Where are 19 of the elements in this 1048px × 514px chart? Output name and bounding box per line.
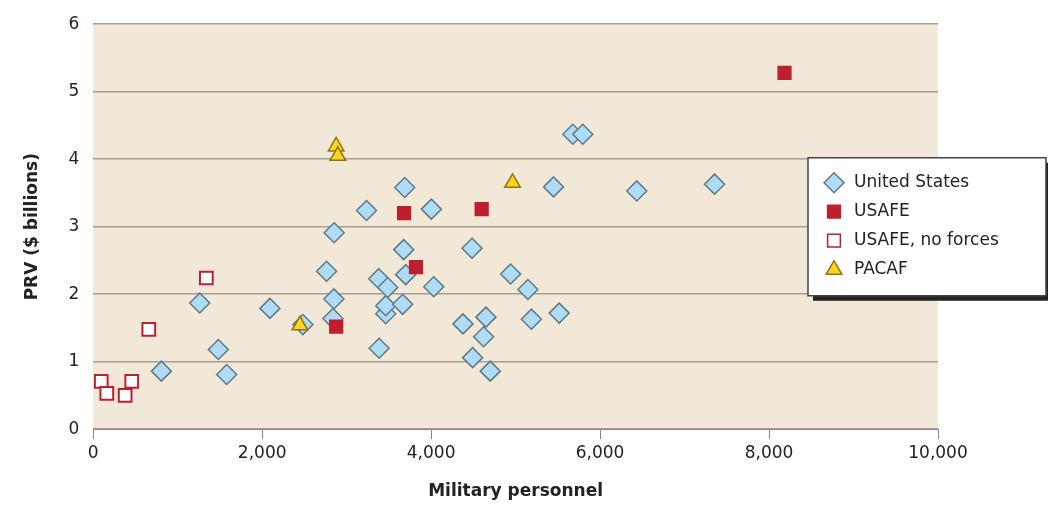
y-tick-label: 3 bbox=[68, 215, 80, 236]
legend-label: PACAF bbox=[854, 258, 908, 279]
x-tick-label: 2,000 bbox=[237, 441, 287, 462]
legend-label: USAFE bbox=[854, 200, 910, 221]
y-tick-label: 5 bbox=[68, 80, 80, 101]
x-tick-label: 0 bbox=[87, 441, 99, 462]
x-tick-label: 10,000 bbox=[908, 441, 968, 462]
x-axis-title: Military personnel bbox=[428, 480, 604, 501]
x-tick-label: 6,000 bbox=[575, 441, 625, 462]
y-tick-label: 0 bbox=[68, 417, 80, 438]
y-tick-label: 6 bbox=[68, 12, 80, 33]
x-tick-label: 4,000 bbox=[406, 441, 456, 462]
y-tick-label: 1 bbox=[68, 350, 80, 371]
legend-label: United States bbox=[854, 171, 970, 192]
x-tick-label: 8,000 bbox=[744, 441, 794, 462]
y-tick-label: 4 bbox=[68, 147, 80, 168]
y-axis-title: PRV ($ billions) bbox=[20, 153, 41, 301]
y-tick-label: 2 bbox=[68, 282, 80, 303]
legend-label: USAFE, no forces bbox=[854, 229, 999, 250]
